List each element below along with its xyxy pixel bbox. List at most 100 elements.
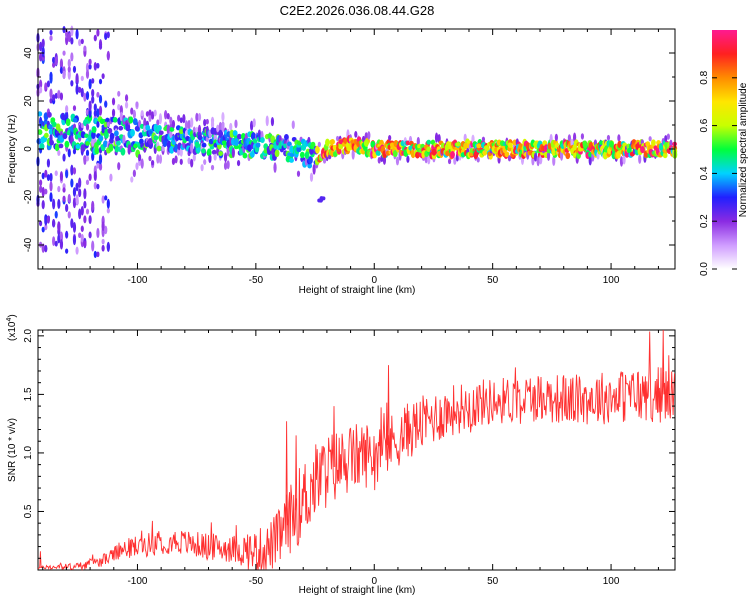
spectrogram-cell [108, 143, 114, 152]
spectrogram-cell [98, 44, 103, 50]
spectrogram-cell [85, 123, 90, 131]
spectrogram-cell [67, 32, 71, 43]
spectrogram-cell [83, 188, 87, 200]
spectrogram-cell [49, 172, 53, 182]
spectrogram-panel: -100 -50 0 50 100 -40 -20 0 20 40 Height of stra… [7, 25, 678, 296]
spectrogram-cell [640, 146, 645, 154]
spectrogram-cell [93, 250, 97, 259]
spectrogram-cell [221, 140, 227, 146]
spectrogram-cell [72, 187, 77, 197]
spectrogram-cell [88, 231, 92, 239]
spectrogram-cell [41, 199, 45, 210]
spectrogram-cell [115, 135, 121, 142]
spectrogram-cell [151, 159, 155, 166]
spectrogram-cell [85, 109, 90, 115]
spectrogram-cell [187, 157, 191, 165]
spectrogram-cell [662, 152, 668, 159]
spectrogram-y-tick-label: -20 [23, 189, 34, 204]
spectrogram-cell [375, 150, 381, 156]
spectrogram-cell [62, 195, 66, 203]
spectrogram-cell [39, 79, 43, 89]
spectrogram-cell [98, 78, 103, 85]
spectrogram-cell [84, 133, 89, 139]
spectrogram-cell [250, 132, 256, 141]
spectrogram-cell [75, 182, 79, 192]
spectrogram-cell [70, 37, 74, 45]
spectrogram-cell [96, 120, 100, 128]
spectrogram-cell [91, 126, 97, 134]
spectrogram-cell [104, 195, 108, 201]
spectrogram-cell [335, 135, 340, 142]
spectrogram-cell [249, 120, 254, 131]
spectrogram-cell [52, 236, 56, 247]
spectrogram-cell [52, 56, 56, 64]
spectrogram-cell [65, 105, 69, 113]
spectrogram-cell [96, 62, 100, 69]
spectrogram-cell [93, 62, 97, 71]
spectrogram-cell [46, 215, 51, 224]
spectrogram-cell [507, 155, 512, 162]
snr-panel: -100 -50 0 50 100 0.5 1.0 1.5 2.0 Height of str… [6, 314, 676, 596]
spectrogram-y-tick-label: -40 [23, 237, 34, 252]
spectrogram-cell [70, 164, 74, 176]
spectrogram-cell [481, 136, 486, 142]
spectrogram-cell [169, 130, 173, 139]
spectrogram-cell [101, 244, 105, 252]
spectrogram-cell [147, 130, 153, 135]
spectrogram-cell [67, 211, 71, 219]
spectrogram-y-tick-label: 20 [23, 95, 34, 107]
spectrogram-cell [64, 140, 70, 148]
spectrogram-cell [124, 101, 129, 109]
spectrogram-cell [552, 155, 556, 167]
spectrogram-cell [255, 142, 261, 148]
spectrogram-cell [132, 109, 136, 119]
spectrogram-cell [49, 139, 55, 146]
spectrogram-cell [426, 139, 432, 145]
spectrogram-cell [648, 136, 652, 142]
spectrogram-cell [236, 133, 242, 140]
spectrogram-cell [83, 215, 87, 224]
spectrogram-cell [104, 225, 108, 235]
spectrogram-cell [190, 117, 194, 128]
spectrogram-cell [169, 127, 175, 132]
spectrogram-cell [93, 34, 97, 42]
spectrogram-cell [41, 226, 45, 233]
spectrogram-cell [157, 124, 162, 131]
spectrogram-cell [362, 135, 366, 143]
spectrogram-cell [234, 119, 238, 129]
spectrogram-cell [78, 188, 82, 198]
spectrogram-cell [455, 142, 461, 147]
spectrogram-cell [72, 167, 77, 175]
spectrogram-cell [582, 142, 588, 149]
spectrogram-cell [65, 248, 69, 254]
spectrogram-cell [85, 208, 90, 215]
spectrogram-cell [107, 127, 113, 134]
spectrogram-cell [70, 178, 74, 188]
spectrogram-cell [137, 153, 142, 162]
colorbar-tick-label: 0.8 [699, 70, 710, 84]
spectrogram-cell [114, 145, 120, 153]
spectrogram-cell [229, 122, 233, 131]
spectrogram-cell [111, 97, 116, 106]
spectrogram-cell [233, 144, 239, 150]
spectrogram-cell [252, 118, 256, 128]
spectrogram-cell [46, 158, 51, 168]
spectrogram-cell [62, 132, 68, 140]
spectrogram-cell [431, 148, 437, 156]
spectrogram-cell [72, 148, 77, 155]
spectrogram-cell [44, 82, 48, 90]
spectrogram-cell [406, 155, 410, 163]
spectrogram-cell [91, 240, 95, 252]
spectrogram-cell [332, 151, 338, 157]
spectrogram-cell [158, 130, 164, 136]
snr-line [37, 329, 675, 571]
spectrogram-cell [221, 112, 225, 122]
spectrogram-cell [450, 150, 455, 159]
spectrogram-cell [127, 144, 131, 155]
spectrogram-cell [270, 117, 275, 127]
spectrogram-cell [111, 108, 116, 118]
spectrogram-cell [41, 46, 45, 58]
spectrogram-cell [109, 173, 113, 182]
spectrogram-cell [218, 129, 224, 139]
spectrogram-cell [85, 69, 90, 79]
